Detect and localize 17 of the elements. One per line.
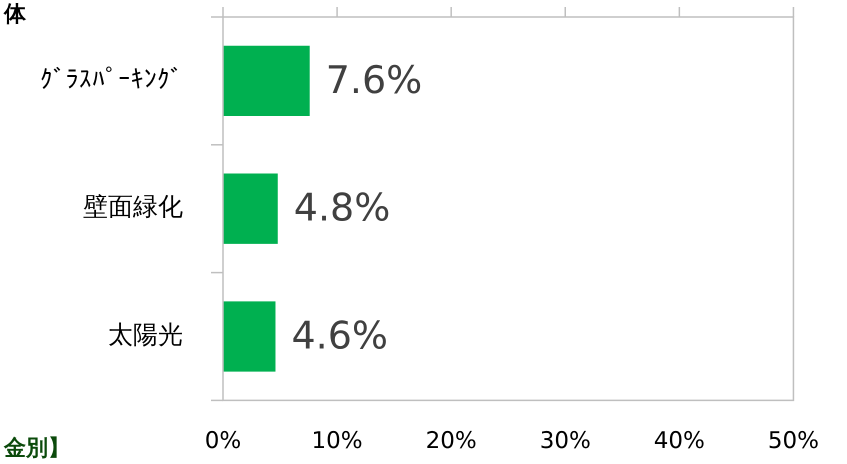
text: 体 — [4, 2, 26, 28]
y-tick-label: 壁面緑化 — [83, 192, 183, 222]
y-tick-label: 太陽光 — [108, 320, 183, 349]
bar — [223, 46, 310, 116]
text: 金別】 — [4, 436, 70, 462]
y-tick-label: ｸﾞﾗｽﾊﾟｰｷﾝｸﾞ — [40, 64, 183, 94]
x-tick-label: 0% — [204, 428, 242, 454]
x-tick-label: 20% — [426, 428, 477, 454]
data-label: 7.6% — [326, 58, 422, 102]
x-tick-label: 10% — [312, 428, 363, 454]
bar — [223, 174, 278, 244]
bar — [223, 301, 276, 372]
data-label: 4.6% — [291, 313, 388, 358]
x-tick-label: 40% — [654, 428, 705, 454]
x-tick-label: 30% — [540, 428, 591, 454]
data-label: 4.8% — [294, 186, 390, 230]
x-tick-label: 50% — [768, 428, 819, 454]
